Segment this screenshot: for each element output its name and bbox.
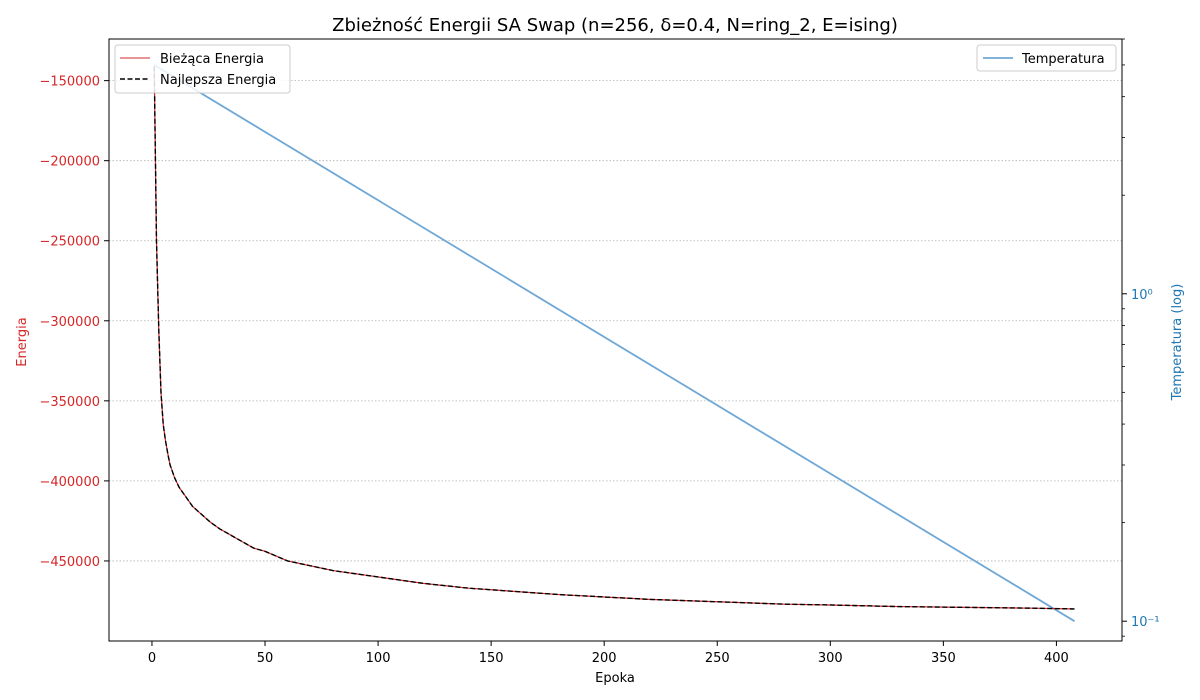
- legend-label-temperature: Temperatura: [1021, 52, 1105, 67]
- y2-tick-label: 10⁻¹: [1131, 615, 1160, 630]
- plot-layer: [153, 64, 1075, 622]
- series-line-temperature: [153, 64, 1075, 622]
- legend-label-best: Najlepsza Energia: [160, 73, 276, 88]
- x-tick-label: 100: [366, 651, 391, 666]
- y-tick-label: −300000: [39, 315, 100, 330]
- x-tick-label: 250: [705, 651, 730, 666]
- legend-energy-box: [114, 44, 291, 94]
- y-tick-label: −400000: [39, 475, 100, 490]
- x-tick-label: 400: [1044, 651, 1069, 666]
- y-tick-label: −250000: [39, 235, 100, 250]
- x-tick-label: 350: [931, 651, 956, 666]
- y-tick-label: −450000: [39, 555, 100, 570]
- x-axis-label: Epoka: [595, 671, 635, 686]
- legend-temperature-box: [976, 44, 1117, 72]
- y-axis-temperature: 10⁰ 10⁻¹: [1122, 38, 1160, 637]
- grid-layer: [109, 80, 1122, 562]
- chart-title: Zbieżność Energii SA Swap (n=256, δ=0.4,…: [332, 15, 898, 36]
- x-tick-label: 50: [257, 651, 274, 666]
- legend-label-current: Bieżąca Energia: [160, 52, 264, 67]
- x-axis: 0 50 100 150 200 250 300 350 400: [148, 641, 1069, 666]
- y-tick-label: −150000: [39, 75, 100, 90]
- y-tick-label: −200000: [39, 155, 100, 170]
- x-tick-label: 150: [479, 651, 504, 666]
- y-tick-label: −350000: [39, 395, 100, 410]
- plot-frame: [108, 38, 1123, 642]
- y2-axis-label: Temperatura (log): [1170, 284, 1185, 402]
- legend-temperature: Temperatura: [976, 44, 1117, 72]
- y-axis-label: Energia: [15, 317, 30, 366]
- x-tick-label: 200: [592, 651, 617, 666]
- series-line-best-energy: [153, 66, 1075, 610]
- x-tick-label: 300: [818, 651, 843, 666]
- y-axis-energy: −150000 −200000 −250000 −300000 −350000 −4000…: [39, 75, 109, 570]
- x-tick-label: 0: [148, 651, 156, 666]
- legend-energy: Bieżąca Energia Najlepsza Energia: [114, 44, 291, 94]
- y2-tick-label: 10⁰: [1131, 288, 1153, 303]
